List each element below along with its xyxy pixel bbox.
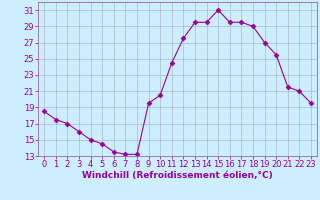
X-axis label: Windchill (Refroidissement éolien,°C): Windchill (Refroidissement éolien,°C) [82, 171, 273, 180]
